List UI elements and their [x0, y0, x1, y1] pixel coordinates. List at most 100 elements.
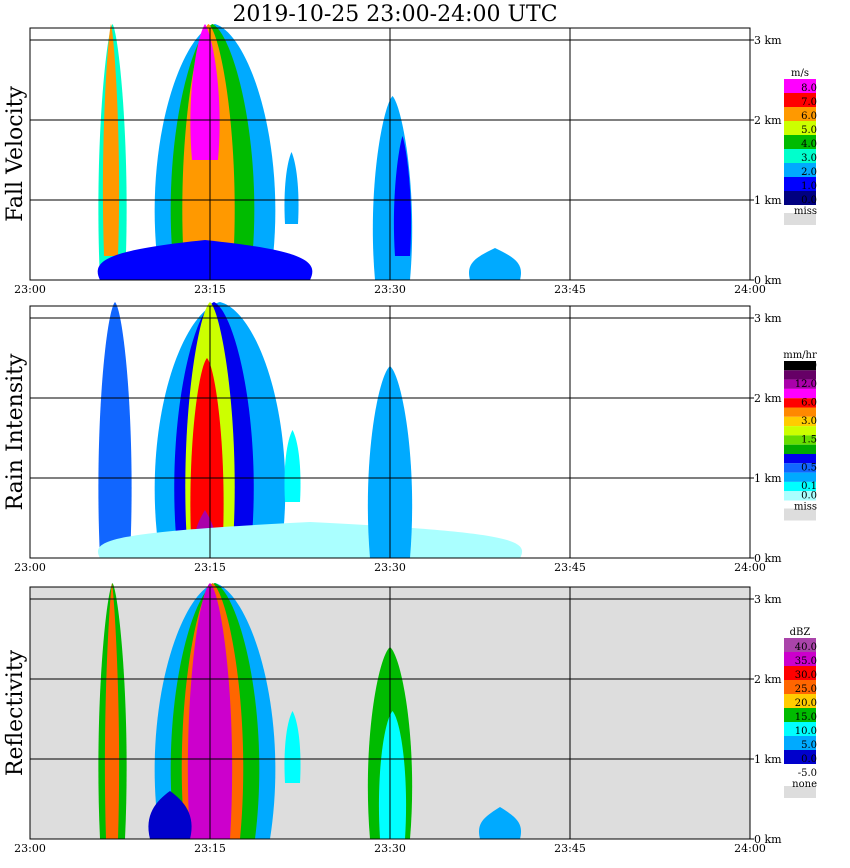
panel-2-legend-swatch: [784, 370, 816, 380]
panel-3-x-tick-label: 23:00: [14, 842, 46, 855]
panel-1-legend-swatch: [784, 93, 816, 107]
panel-1-legend-swatch: [784, 121, 816, 135]
panel-1-x-tick-label: 23:45: [554, 283, 586, 296]
panel-3-legend-swatch: [784, 694, 816, 708]
panel-3-legend-label: 40.0: [795, 642, 817, 653]
panel-1-legend-swatch: [784, 191, 816, 205]
panel-2-legend-swatch: [784, 388, 816, 399]
panel-3-legend-label: -5.0: [798, 768, 817, 779]
panel-3-legend-unit: dBZ: [790, 627, 811, 638]
panel-3-y-tick-label: 0 km: [754, 833, 782, 846]
panel-1-legend-label: 8.0: [801, 83, 817, 94]
panel-1-y-tick-label: 0 km: [754, 274, 782, 287]
panel-3-echo: [284, 711, 301, 783]
panel-1-legend-swatch: [784, 107, 816, 121]
panel-2-x-tick-label: 23:15: [194, 561, 226, 574]
panel-2-legend-swatch: [784, 426, 816, 436]
panel-1-y-tick-label: 3 km: [754, 34, 782, 47]
panel-2-legend-swatch: [784, 361, 816, 371]
panel-2-label: Rain Intensity: [3, 353, 28, 510]
panel-1-frame: [29, 27, 751, 281]
panel-3-legend-swatch: [784, 722, 816, 736]
panel-2-legend-label: 0.1: [801, 481, 817, 492]
panel-1-legend-label: 6.0: [801, 111, 817, 122]
panel-3-legend-label: 30.0: [795, 670, 817, 681]
panel-3-legend-label: 35.0: [795, 656, 817, 667]
panel-2-y-tick-label: 3 km: [754, 312, 782, 325]
panel-1-x-tick-label: 23:15: [194, 283, 226, 296]
panel-1-echo: [102, 24, 120, 256]
panel-1-x-tick-label: 23:30: [374, 283, 406, 296]
panel-3-echo: [478, 807, 522, 839]
panel-3-echo: [148, 791, 192, 839]
panel-3-legend-label: 15.0: [795, 712, 817, 723]
panel-1-legend-label: 2.0: [801, 167, 817, 178]
panel-3-legend-missing-swatch: [784, 786, 816, 798]
panel-2-echo: [284, 430, 301, 502]
panel-1-y-tick-label: 2 km: [754, 114, 782, 127]
panel-3-y-tick-label: 1 km: [754, 753, 782, 766]
panel-2-legend-label: 3.0: [801, 416, 817, 427]
panel-1-legend-label: 5.0: [801, 125, 817, 136]
panel-3-legend-label: 25.0: [795, 684, 817, 695]
panel-1-legend-swatch: [784, 135, 816, 149]
panel-2-y-tick-label: 0 km: [754, 552, 782, 565]
panel-3-legend-swatch: [784, 750, 816, 764]
panel-2-legend-swatch: [784, 463, 816, 473]
panel-1-legend-label: 4.0: [801, 139, 817, 150]
panel-3-legend-label: 20.0: [795, 698, 817, 709]
panel-2-legend-label: 1.5: [801, 435, 817, 446]
panel-2-echo: [97, 522, 523, 558]
panel-1-legend-swatch: [784, 79, 816, 93]
panel-1-label: Fall Velocity: [3, 86, 28, 222]
panel-2-legend-missing-label: miss: [794, 502, 817, 513]
panel-1-y-tick-label: 1 km: [754, 194, 782, 207]
panel-1-x-tick-label: 24:00: [734, 283, 766, 296]
panel-3-echo: [378, 711, 407, 839]
panel-3-x-tick-label: 23:30: [374, 842, 406, 855]
panel-3-legend-swatch: [784, 666, 816, 680]
panel-2-legend-label: 0.5: [801, 463, 817, 474]
panel-3-label: Reflectivity: [3, 649, 28, 776]
panel-2-legend-swatch: [784, 444, 816, 454]
panel-1-legend-label: 1.0: [801, 181, 817, 192]
panel-2-legend-swatch: [784, 416, 816, 427]
panel-3-x-tick-label: 24:00: [734, 842, 766, 855]
panel-3-legend-swatch: [784, 680, 816, 694]
panel-1-legend-label: 3.0: [801, 153, 817, 164]
panel-2-y-tick-label: 1 km: [754, 472, 782, 485]
panel-1-legend-label: 0.0: [801, 195, 817, 206]
panel-2-legend-unit: mm/hr: [783, 350, 817, 361]
panel-2-legend-swatch: [784, 472, 816, 482]
panel-3-legend-label: 10.0: [795, 726, 817, 737]
panel-2-legend-swatch: [784, 481, 816, 492]
panel-2-legend-swatch: [784, 407, 816, 417]
panel-2-legend-missing-swatch: [784, 508, 816, 521]
panel-1-x-tick-label: 23:00: [14, 283, 46, 296]
panel-1-echo: [190, 24, 220, 160]
panel-3-x-tick-label: 23:45: [554, 842, 586, 855]
panel-3-legend-swatch: [784, 764, 816, 778]
panel-3-legend-swatch: [784, 638, 816, 652]
panel-3-legend-swatch: [784, 708, 816, 722]
panel-3-legend-swatch: [784, 736, 816, 750]
panel-1-legend-label: 7.0: [801, 97, 817, 108]
panel-3-legend-missing-label: none: [792, 779, 817, 790]
panel-3-y-tick-label: 2 km: [754, 673, 782, 686]
panel-2-echo: [190, 358, 224, 558]
panel-1-echo: [97, 240, 313, 280]
chart-title: 2019-10-25 23:00-24:00 UTC: [232, 2, 557, 27]
panel-1-legend-unit: m/s: [791, 68, 809, 79]
panel-2-legend-swatch: [784, 435, 816, 445]
panel-2-legend-swatch: [784, 454, 816, 464]
panel-2-legend-swatch: [784, 491, 816, 501]
panel-2-legend-swatch: [784, 379, 816, 389]
panel-2-x-tick-label: 23:30: [374, 561, 406, 574]
panel-1-echo: [469, 248, 521, 280]
panel-1-legend-swatch: [784, 177, 816, 191]
panel-2-x-tick-label: 23:00: [14, 561, 46, 574]
panel-1-echo: [393, 136, 412, 256]
panel-1-legend-swatch: [784, 149, 816, 163]
panel-3-legend-label: 0.0: [801, 754, 817, 765]
panel-3-legend-swatch: [784, 652, 816, 666]
